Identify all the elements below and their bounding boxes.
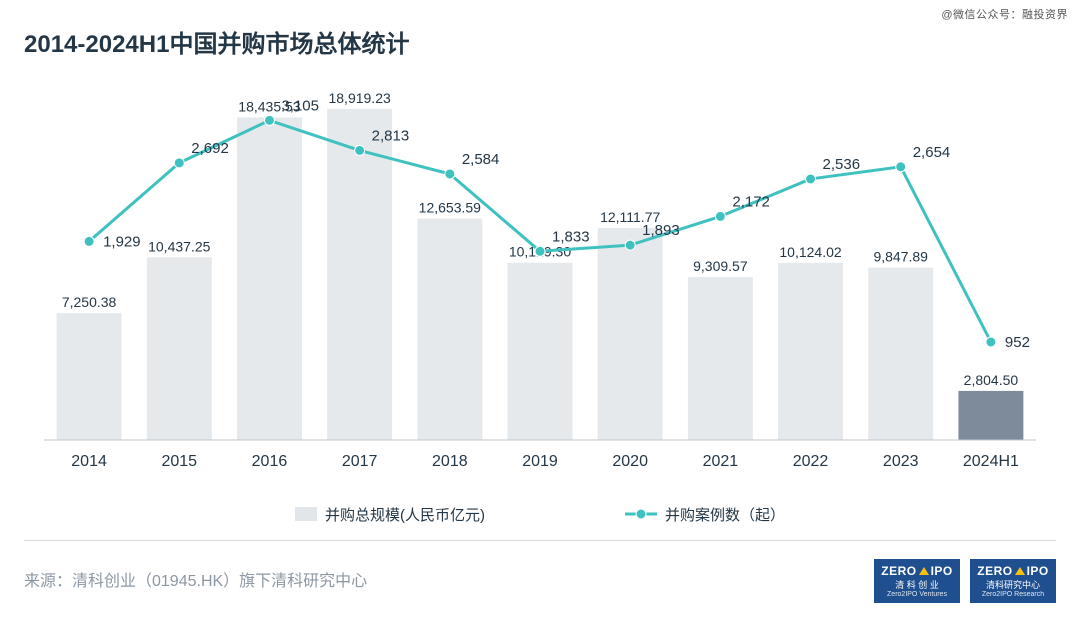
line-label: 1,833: [552, 228, 590, 245]
logo-triangle-icon: [1015, 567, 1025, 575]
logo-research: ZERO IPO 清科研究中心 Zero2IPO Research: [970, 559, 1056, 603]
bar: [417, 219, 482, 440]
line-label: 3,105: [281, 97, 319, 114]
bar: [147, 257, 212, 440]
logo-brand-1b: IPO: [931, 565, 953, 579]
x-tick-label: 2023: [883, 453, 919, 470]
x-tick-label: 2017: [342, 453, 378, 470]
line-label: 952: [1005, 334, 1030, 351]
footer-separator: [24, 540, 1056, 541]
page-title: 2014-2024H1中国并购市场总体统计: [24, 24, 409, 59]
logo-en-1: Zero2IPO Ventures: [887, 591, 947, 599]
bar: [237, 117, 302, 440]
logo-brand-1a: ZERO: [881, 565, 916, 579]
chart-svg: 7,250.3810,437.2518,435.5318,919.2312,65…: [24, 80, 1056, 500]
line-marker: [355, 145, 365, 155]
x-tick-label: 2019: [522, 453, 558, 470]
logos: ZERO IPO 清 科 创 业 Zero2IPO Ventures ZERO IP…: [874, 559, 1056, 603]
bar-label: 18,919.23: [328, 90, 390, 106]
bar: [57, 313, 122, 440]
legend-item-line: 并购案例数（起）: [625, 504, 785, 525]
line-marker: [625, 240, 635, 250]
legend-swatch-line: [625, 507, 657, 521]
watermark: @微信公众号：融投资界: [941, 6, 1068, 22]
line-label: 2,813: [372, 127, 410, 144]
bar: [958, 391, 1023, 440]
line-label: 1,893: [642, 222, 680, 239]
x-tick-label: 2015: [161, 453, 197, 470]
line-marker: [84, 236, 94, 246]
logo-en-2: Zero2IPO Research: [982, 591, 1044, 599]
bar-label: 10,437.25: [148, 238, 210, 254]
logo-triangle-icon: [919, 567, 929, 575]
combo-chart: 7,250.3810,437.2518,435.5318,919.2312,65…: [24, 80, 1056, 500]
bar-label: 12,653.59: [419, 200, 481, 216]
bar-label: 9,309.57: [693, 258, 748, 274]
bar: [508, 263, 573, 440]
legend: 并购总规模(人民币亿元) 并购案例数（起）: [24, 500, 1056, 528]
x-tick-label: 2020: [612, 453, 648, 470]
bar-label: 9,847.89: [873, 249, 928, 265]
source-text: 来源：清科创业（01945.HK）旗下清科研究中心: [24, 567, 367, 591]
line-label: 2,584: [462, 151, 500, 168]
x-tick-label: 2022: [793, 453, 829, 470]
line-label: 2,172: [732, 193, 770, 210]
line-label: 2,692: [191, 140, 229, 157]
legend-line-label: 并购案例数（起）: [665, 504, 785, 525]
logo-brand-2a: ZERO: [977, 565, 1012, 579]
line-marker: [174, 158, 184, 168]
line-marker: [986, 337, 996, 347]
bar-label: 2,804.50: [964, 372, 1019, 388]
logo-cn-1: 清 科 创 业: [895, 580, 939, 590]
bar-label: 7,250.38: [62, 294, 117, 310]
bar-label: 10,124.02: [779, 244, 841, 260]
line-label: 1,929: [103, 233, 141, 250]
legend-item-bar: 并购总规模(人民币亿元): [295, 504, 485, 525]
bar: [868, 268, 933, 440]
line-marker: [806, 174, 816, 184]
logo-ventures: ZERO IPO 清 科 创 业 Zero2IPO Ventures: [874, 559, 960, 603]
bar: [778, 263, 843, 440]
line-marker: [715, 211, 725, 221]
x-tick-label: 2014: [71, 453, 107, 470]
x-tick-label: 2024H1: [963, 453, 1019, 470]
bar: [327, 109, 392, 440]
x-tick-label: 2021: [703, 453, 739, 470]
logo-cn-2: 清科研究中心: [986, 580, 1040, 590]
legend-bar-label: 并购总规模(人民币亿元): [325, 504, 485, 525]
logo-brand-2b: IPO: [1027, 565, 1049, 579]
line-label: 2,536: [823, 156, 861, 173]
x-tick-label: 2018: [432, 453, 468, 470]
line-marker: [896, 162, 906, 172]
bar: [688, 277, 753, 440]
line-label: 2,654: [913, 144, 951, 161]
legend-swatch-bar: [295, 507, 317, 521]
line-marker: [264, 115, 274, 125]
line-marker: [445, 169, 455, 179]
line-marker: [535, 246, 545, 256]
bar: [598, 228, 663, 440]
x-tick-label: 2016: [252, 453, 288, 470]
